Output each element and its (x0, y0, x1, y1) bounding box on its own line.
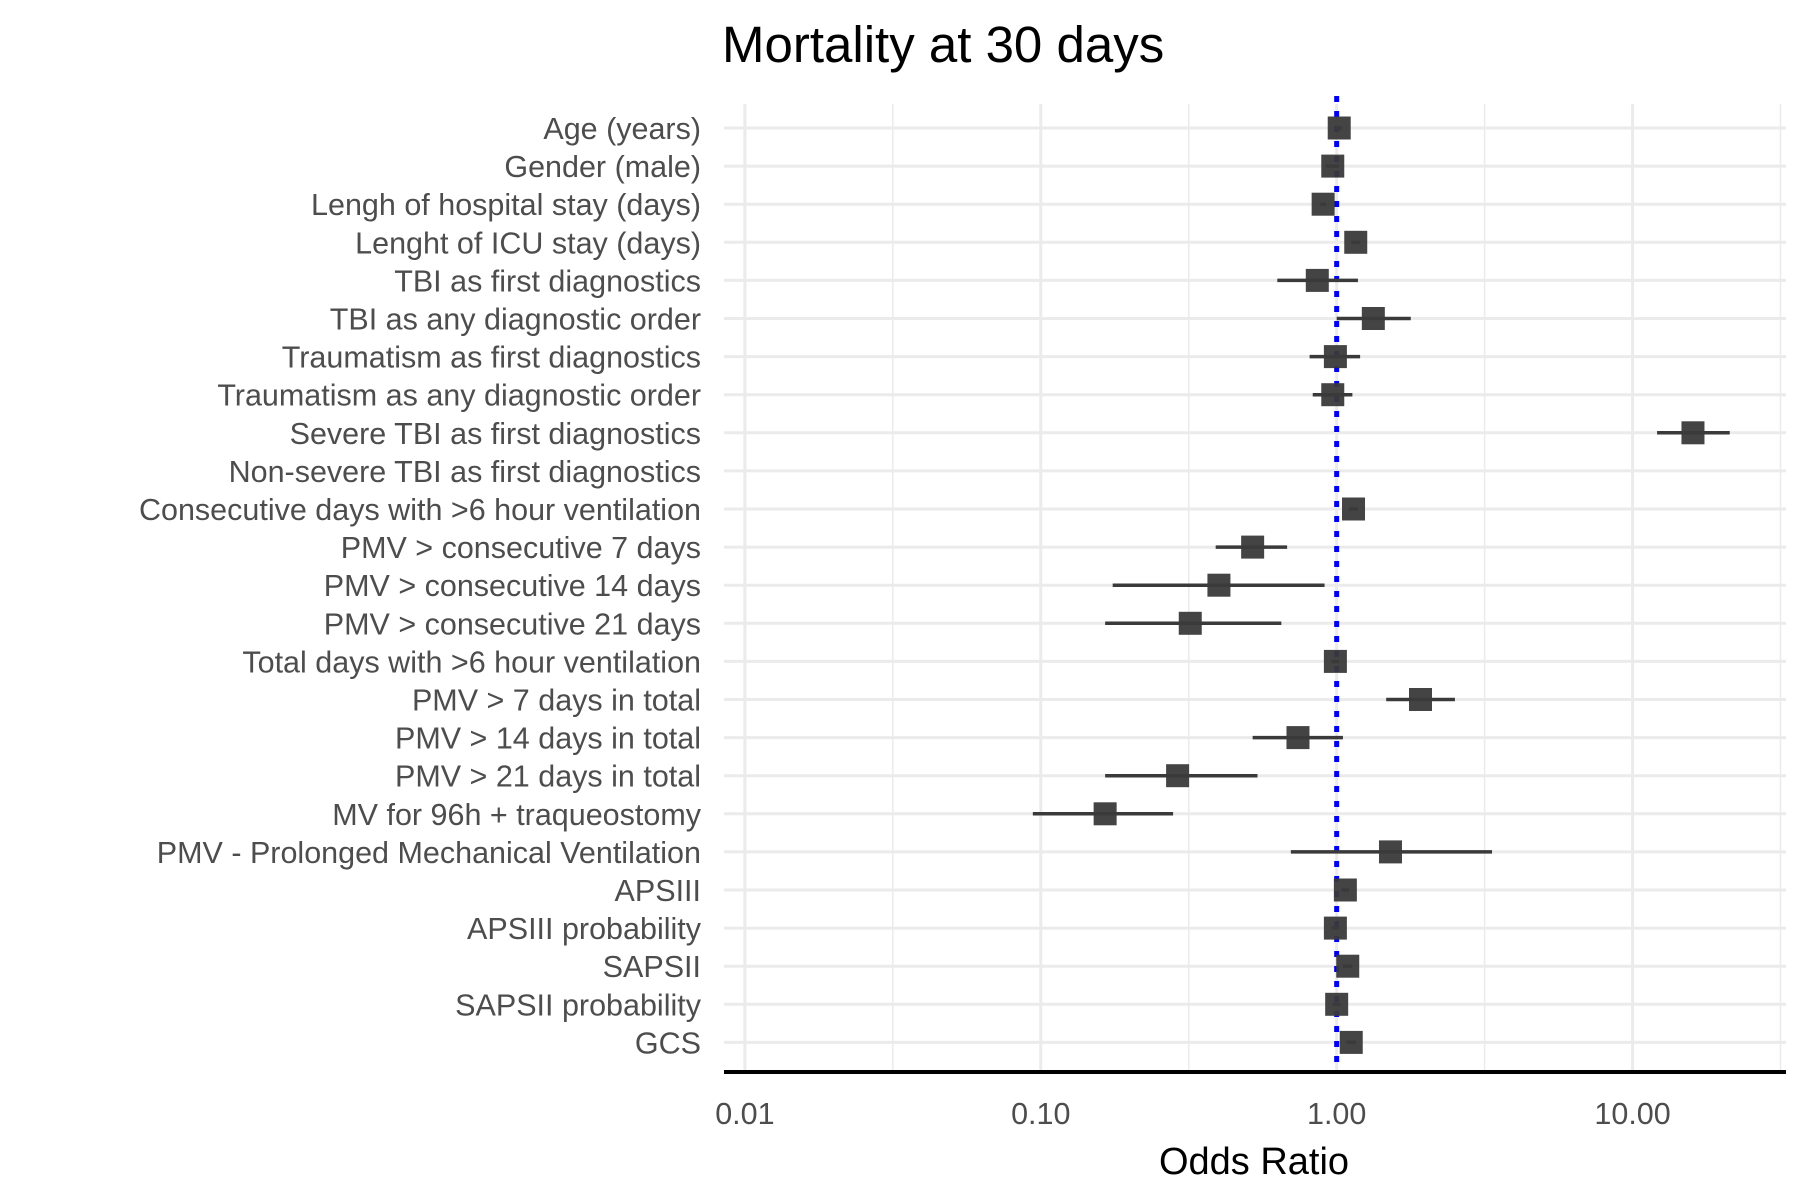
row-label: PMV > 21 days in total (395, 760, 701, 794)
odds-ratio-point (1327, 116, 1351, 140)
odds-ratio-point (1323, 649, 1347, 673)
row-label: Consecutive days with >6 hour ventilatio… (139, 493, 701, 527)
odds-ratio-point (1333, 878, 1357, 902)
odds-ratio-point (1344, 230, 1368, 254)
chart-title: Mortality at 30 days (722, 16, 1164, 73)
odds-ratio-point (1323, 345, 1347, 369)
odds-ratio-point (1325, 992, 1349, 1016)
odds-ratio-point (1321, 383, 1345, 407)
row-label: APSIII (615, 874, 701, 908)
x-tick-label: 10.00 (1594, 1097, 1670, 1131)
odds-ratio-point (1339, 1030, 1363, 1054)
odds-ratio-point (1093, 802, 1117, 826)
row-label: TBI as first diagnostics (394, 264, 701, 298)
row-label: Age (years) (543, 112, 701, 146)
row-label: PMV > 14 days in total (395, 722, 701, 756)
row-label: Severe TBI as first diagnostics (290, 417, 701, 451)
odds-ratio-point (1342, 497, 1366, 521)
row-label: Traumatism as first diagnostics (282, 341, 701, 375)
row-label: PMV > 7 days in total (412, 684, 701, 718)
row-label: Lengh of hospital stay (days) (311, 188, 701, 222)
row-label: TBI as any diagnostic order (330, 303, 701, 337)
x-tick-label: 0.10 (1011, 1097, 1070, 1131)
row-label: PMV > consecutive 7 days (341, 531, 701, 565)
row-label: PMV > consecutive 21 days (324, 607, 701, 641)
odds-ratio-point (1378, 840, 1402, 864)
odds-ratio-point (1166, 764, 1190, 788)
x-axis-label: Odds Ratio (1159, 1141, 1349, 1183)
x-tick-label: 1.00 (1307, 1097, 1366, 1131)
row-label: GCS (635, 1026, 701, 1060)
row-label: Traumatism as any diagnostic order (217, 379, 701, 413)
grid-lines (724, 104, 1786, 1072)
odds-ratio-point (1207, 573, 1231, 597)
x-tick-labels: 0.01 0.10 1.00 10.00 (715, 1097, 1671, 1131)
x-tick-label: 0.01 (715, 1097, 774, 1131)
odds-ratio-point (1336, 954, 1360, 978)
row-labels: Age (years) Gender (male) Lengh of hospita… (139, 112, 702, 1060)
odds-ratio-point (1321, 154, 1345, 178)
odds-ratio-point (1323, 916, 1347, 940)
odds-ratio-point (1178, 611, 1202, 635)
row-label: SAPSII (603, 950, 701, 984)
odds-ratio-point (1305, 268, 1329, 292)
odds-ratio-point (1286, 726, 1310, 750)
odds-ratio-point (1241, 535, 1265, 559)
row-label: Non-severe TBI as first diagnostics (229, 455, 701, 489)
odds-ratio-point (1361, 307, 1385, 330)
row-label: Lenght of ICU stay (days) (355, 226, 701, 260)
odds-ratio-point (1409, 688, 1433, 711)
row-label: Gender (male) (504, 150, 701, 184)
row-label: PMV - Prolonged Mechanical Ventilation (157, 836, 701, 870)
odds-ratio-point (1681, 421, 1705, 445)
odds-ratio-point (1311, 192, 1335, 216)
row-label: PMV > consecutive 14 days (324, 569, 701, 603)
odds-ratio-marks (1032, 116, 1730, 1054)
row-label: MV for 96h + traqueostomy (332, 798, 701, 832)
row-label: Total days with >6 hour ventilation (242, 645, 701, 679)
row-label: SAPSII probability (455, 988, 702, 1022)
row-label: APSIII probability (467, 912, 702, 946)
